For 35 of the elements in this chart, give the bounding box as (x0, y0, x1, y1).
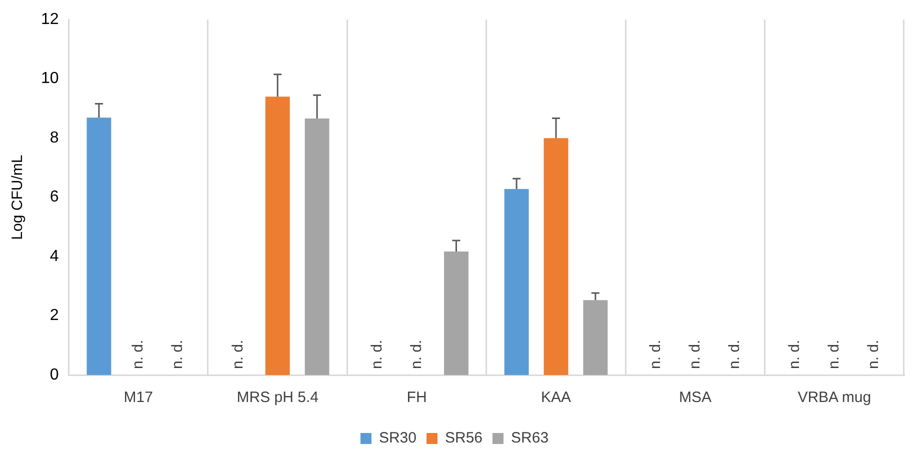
y-tick-label: 8 (50, 129, 59, 146)
legend-label: SR63 (511, 430, 549, 447)
bar (504, 189, 529, 375)
legend-label: SR56 (444, 430, 483, 447)
text: n. d. (368, 340, 386, 369)
y-tick-label: 12 (41, 11, 59, 28)
x-tick-label: KAA (540, 389, 572, 406)
bar (265, 96, 290, 375)
y-tick-label: 4 (50, 248, 59, 265)
text: n. d. (130, 340, 147, 369)
bar (86, 118, 112, 375)
x-tick-label: MSA (678, 389, 712, 406)
text: n. d. (686, 340, 704, 369)
text: n. d. (229, 340, 246, 369)
text: n. d. (826, 340, 843, 369)
bar (583, 300, 608, 375)
x-tick-label: FH (406, 389, 427, 406)
text: n. d. (864, 340, 882, 369)
text: n. d. (646, 340, 664, 369)
text: n. d. (168, 340, 186, 369)
y-tick-label: 0 (50, 366, 59, 384)
text: n. d. (408, 340, 425, 369)
y-tick-label: 2 (50, 307, 59, 324)
y-axis-title: Log CFU/mL (9, 154, 26, 240)
x-tick-label: M17 (124, 389, 153, 406)
text: n. d. (786, 340, 804, 369)
legend-label: SR30 (378, 430, 416, 447)
bar (304, 118, 330, 375)
bar (544, 138, 568, 375)
x-tick-label: VRBA mug (798, 389, 872, 406)
x-tick-label: MRS pH 5.4 (236, 389, 318, 406)
text: n. d. (726, 340, 743, 369)
y-tick-label: 6 (50, 188, 59, 206)
bar (444, 252, 468, 375)
y-tick-label: 10 (41, 70, 59, 88)
